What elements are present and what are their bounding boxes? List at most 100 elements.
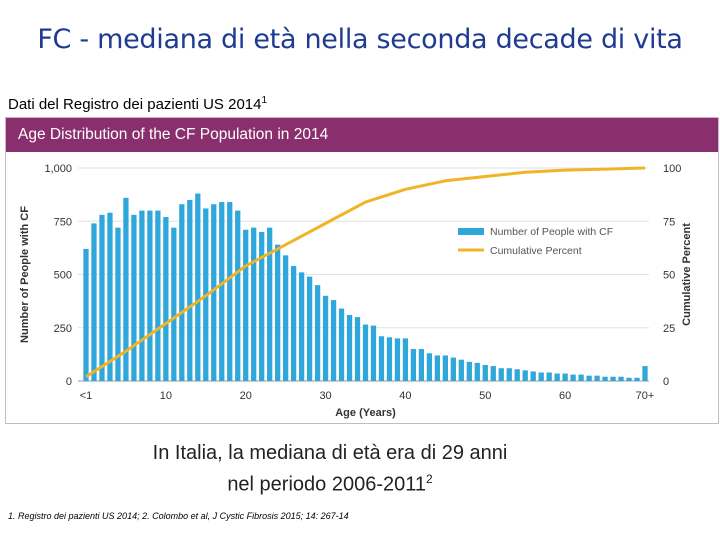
bar [306, 276, 313, 381]
bar [235, 210, 241, 381]
references: 1. Registro dei pazienti US 2014; 2. Col… [8, 511, 349, 521]
bar [91, 223, 97, 381]
bar [211, 204, 217, 381]
bar [642, 366, 648, 381]
legend-label-line: Cumulative Percent [490, 245, 582, 257]
x-tick-label: 50 [479, 390, 491, 402]
bar [394, 338, 401, 381]
bar [570, 374, 576, 381]
bar [131, 214, 137, 381]
y-tick-label: 0 [66, 376, 72, 388]
y-tick-label: 750 [54, 216, 72, 228]
bar [330, 300, 337, 381]
bar [610, 376, 616, 381]
bar [426, 353, 433, 381]
chart-title: Age Distribution of the CF Population in… [6, 118, 718, 152]
bar [346, 314, 353, 381]
x-axis-title: Age (Years) [335, 407, 396, 419]
bar [450, 357, 456, 381]
y2-axis-title: Cumulative Percent [681, 223, 693, 326]
bar [442, 355, 448, 381]
bar [171, 227, 177, 381]
y2-tick-label: 100 [663, 163, 681, 175]
bar [227, 202, 233, 381]
bar [370, 325, 377, 381]
x-tick-label: 40 [399, 390, 411, 402]
finding-line-1: In Italia, la mediana di età era di 29 a… [152, 442, 508, 464]
bar [259, 231, 265, 381]
chart-frame: Age Distribution of the CF Population in… [5, 117, 719, 424]
bar [283, 255, 289, 381]
legend-swatch-bars [458, 228, 484, 235]
italy-finding: In Italia, la mediana di età era di 29 a… [0, 440, 660, 498]
bar [187, 199, 193, 381]
bar [498, 368, 504, 381]
bar [578, 374, 584, 381]
bar [434, 355, 441, 381]
bar [219, 202, 225, 381]
bar [602, 376, 608, 381]
bar [123, 197, 129, 381]
bar [354, 317, 361, 381]
bar [378, 336, 385, 381]
y2-tick-label: 50 [663, 270, 675, 282]
y-tick-label: 250 [54, 323, 72, 335]
source-footnote-marker: 1 [261, 95, 268, 106]
y-axis-title: Number of People with CF [19, 206, 31, 343]
bar [251, 227, 257, 381]
bar [243, 229, 249, 381]
y-tick-label: 1,000 [44, 163, 72, 175]
source-text: Dati del Registro dei pazienti US 2014 [8, 96, 262, 113]
bar [546, 372, 552, 381]
bar [163, 216, 169, 381]
bar [522, 370, 528, 381]
y2-tick-label: 25 [663, 323, 675, 335]
bar [322, 295, 329, 381]
x-tick-label: 20 [240, 390, 252, 402]
source-line: Dati del Registro dei pazienti US 20141 [8, 95, 267, 113]
x-tick-label: 30 [319, 390, 331, 402]
bar [267, 227, 273, 381]
bar [155, 210, 161, 381]
bar [594, 375, 600, 381]
bar [290, 265, 297, 381]
bar [179, 204, 185, 381]
cumulative-line [85, 166, 646, 379]
bar [530, 371, 536, 381]
bar [147, 210, 153, 381]
bar [618, 376, 624, 381]
bar [410, 349, 417, 381]
bar [634, 377, 640, 381]
finding-footnote-marker: 2 [426, 472, 433, 486]
y2-tick-label: 0 [663, 376, 669, 388]
slide-title: FC - mediana di età nella seconda decade… [37, 24, 683, 55]
finding-line-2-text: nel periodo 2006-2011 [227, 473, 426, 496]
bar [83, 248, 89, 381]
age-distribution-chart: 0 0 250 25 500 50 750 75 1,000 100 <1 10 20 30 40 50 60 7… [19, 163, 693, 419]
bar [626, 377, 632, 381]
bar [554, 373, 560, 381]
y2-tick-label: 75 [663, 216, 675, 228]
bar [115, 227, 121, 381]
bar [418, 349, 425, 381]
x-tick-label: 60 [559, 390, 571, 402]
bar [298, 272, 305, 381]
bar [474, 362, 480, 381]
bar [402, 338, 409, 381]
bar [506, 368, 512, 381]
bar [490, 366, 496, 381]
bar [562, 373, 568, 381]
legend-label-bars: Number of People with CF [490, 226, 613, 238]
bar [458, 359, 464, 381]
bar [586, 375, 592, 381]
y-tick-label: 500 [54, 270, 72, 282]
bar [314, 285, 321, 381]
bar [514, 369, 520, 381]
bar [107, 212, 113, 381]
bar [338, 308, 345, 381]
x-tick-label: 70+ [636, 390, 655, 402]
bar [275, 244, 281, 381]
bar [386, 337, 393, 381]
x-tick-label: 10 [160, 390, 172, 402]
bar [99, 214, 105, 381]
